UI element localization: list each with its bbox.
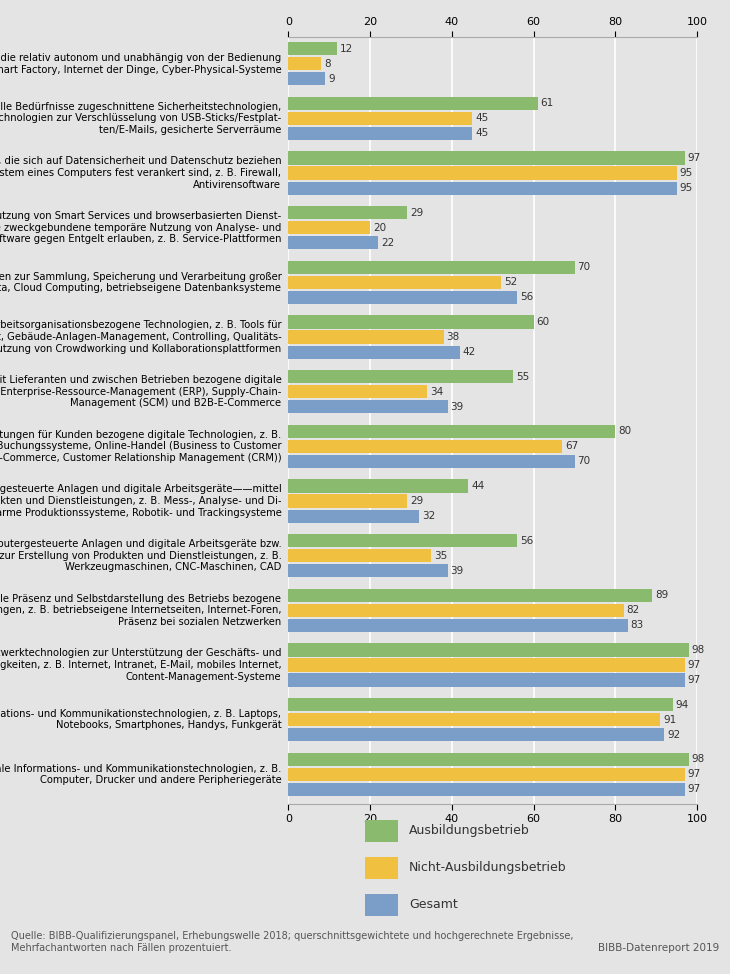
Bar (288, 455, 575, 468)
Text: BIBB-Datenreport 2019: BIBB-Datenreport 2019 (598, 943, 719, 953)
Text: 56: 56 (520, 536, 534, 545)
Text: 39: 39 (450, 566, 464, 576)
Text: 95: 95 (680, 169, 693, 178)
Bar (288, 673, 685, 687)
Text: 39: 39 (450, 401, 464, 412)
Text: 83: 83 (631, 620, 644, 630)
Bar (288, 276, 501, 289)
Text: Gesamt: Gesamt (409, 898, 458, 912)
Text: 95: 95 (680, 183, 693, 193)
Text: Quelle: BIBB-Qualifizierungspanel, Erhebungswelle 2018; querschnittsgewichtete u: Quelle: BIBB-Qualifizierungspanel, Erheb… (11, 931, 574, 953)
Text: 29: 29 (410, 207, 423, 217)
Bar (288, 534, 518, 547)
Text: 20: 20 (373, 223, 386, 233)
Text: 97: 97 (688, 675, 701, 685)
Bar (288, 658, 685, 672)
Bar (288, 127, 472, 140)
Text: 9: 9 (328, 74, 334, 84)
Text: 22: 22 (381, 238, 394, 247)
Text: 97: 97 (688, 153, 701, 163)
Bar (288, 261, 575, 274)
Text: 67: 67 (565, 441, 578, 451)
Bar (288, 370, 513, 383)
Bar (288, 346, 460, 358)
Text: 29: 29 (410, 496, 423, 506)
Bar (288, 236, 378, 249)
Bar (288, 96, 538, 110)
Bar (288, 439, 562, 453)
Text: 45: 45 (475, 113, 488, 124)
Bar (288, 425, 615, 438)
Bar (288, 221, 370, 235)
Text: 60: 60 (537, 317, 550, 327)
Text: 32: 32 (422, 511, 435, 521)
Text: 55: 55 (516, 372, 529, 382)
Bar (288, 57, 321, 70)
Text: 34: 34 (430, 387, 443, 396)
Bar (288, 42, 337, 56)
Bar (288, 698, 672, 711)
Text: 70: 70 (577, 262, 591, 273)
Bar (288, 181, 677, 195)
Bar (288, 495, 407, 507)
Text: 98: 98 (692, 754, 705, 765)
Text: Ausbildungsbetrieb: Ausbildungsbetrieb (409, 824, 529, 838)
Text: 97: 97 (688, 660, 701, 670)
Text: 98: 98 (692, 645, 705, 655)
Text: 91: 91 (664, 715, 677, 725)
Bar (288, 385, 427, 398)
Text: Nicht-Ausbildungsbetrieb: Nicht-Ausbildungsbetrieb (409, 861, 566, 875)
Bar (288, 151, 685, 165)
Text: 82: 82 (626, 606, 639, 616)
Text: 80: 80 (618, 427, 631, 436)
Text: 38: 38 (447, 332, 460, 342)
Bar (288, 206, 407, 219)
Bar (288, 72, 325, 86)
Bar (288, 588, 652, 602)
Bar (288, 729, 664, 741)
Text: 35: 35 (434, 550, 447, 561)
Bar (288, 618, 628, 632)
Text: 61: 61 (541, 98, 554, 108)
Text: 44: 44 (471, 481, 484, 491)
Bar (288, 316, 534, 328)
Bar (288, 400, 447, 413)
Text: 70: 70 (577, 457, 591, 467)
Text: 45: 45 (475, 129, 488, 138)
Bar (288, 644, 689, 656)
Bar (288, 713, 661, 727)
Text: 8: 8 (324, 58, 331, 69)
Bar (288, 479, 468, 493)
Bar (288, 330, 444, 344)
Text: 94: 94 (675, 699, 688, 710)
Bar (288, 783, 685, 796)
Text: 12: 12 (340, 44, 353, 54)
Bar (288, 509, 419, 523)
Bar (288, 753, 689, 766)
Bar (288, 112, 472, 125)
Text: 56: 56 (520, 292, 534, 303)
Text: 42: 42 (463, 347, 476, 357)
Bar (288, 604, 623, 617)
Bar (288, 167, 677, 179)
Text: 92: 92 (667, 730, 680, 739)
Text: 97: 97 (688, 784, 701, 795)
Text: 52: 52 (504, 278, 517, 287)
Bar (288, 768, 685, 781)
Bar (288, 291, 518, 304)
Text: 89: 89 (655, 590, 668, 600)
Text: 97: 97 (688, 769, 701, 779)
Bar (288, 549, 431, 562)
Bar (288, 564, 447, 578)
